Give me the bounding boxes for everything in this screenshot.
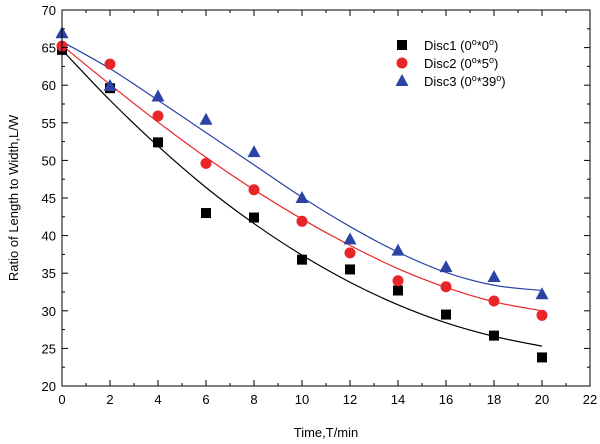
legend-label-disc1: Disc1 (0o*0o) [424, 37, 498, 53]
disc3-point [247, 145, 261, 158]
plot-frame [61, 9, 591, 387]
x-tick-label: 10 [295, 392, 309, 407]
x-tick-label: 12 [343, 392, 357, 407]
x-tick-label: 8 [250, 392, 257, 407]
disc2-point [200, 157, 212, 169]
disc1-point [249, 212, 259, 223]
y-axis-ticks: 20 25 30 35 40 45 50 55 60 65 70 [42, 3, 590, 394]
legend-marker-disc2 [396, 57, 408, 69]
disc2-point [344, 247, 356, 259]
x-tick-label: 16 [439, 392, 453, 407]
disc1-point [489, 330, 499, 341]
y-axis-title: Ratio of Length to Width,L/W [6, 114, 21, 281]
y-tick-label: 25 [42, 341, 56, 356]
legend-marker-disc1 [397, 40, 407, 50]
disc1-point [297, 254, 307, 265]
x-tick-label: 18 [487, 392, 501, 407]
legend-marker-disc3 [395, 74, 409, 86]
y-tick-label: 40 [42, 229, 56, 244]
disc2-point [248, 184, 260, 196]
x-tick-label: 2 [106, 392, 113, 407]
disc1-point [201, 208, 211, 219]
y-tick-label: 65 [42, 41, 56, 56]
disc2-point [488, 295, 500, 307]
data-points [55, 26, 549, 363]
y-tick-label: 20 [42, 379, 56, 394]
disc3-point [151, 89, 165, 102]
legend-label-disc3: Disc3 (0o*39o) [424, 73, 506, 89]
disc1-point [393, 285, 403, 296]
x-tick-label: 0 [58, 392, 65, 407]
disc2-point [440, 281, 452, 293]
x-tick-label: 14 [391, 392, 405, 407]
disc3-point [487, 269, 501, 282]
disc3-point [391, 243, 405, 256]
x-axis-title: Time,T/min [294, 425, 359, 440]
legend: Disc1 (0o*0o) Disc2 (0o*5o) Disc3 (0o*39o) [395, 37, 506, 89]
disc3-point [535, 287, 549, 300]
disc3-point [199, 112, 213, 125]
x-axis-ticks: 0 2 4 6 8 10 12 14 16 18 20 22 [58, 10, 597, 407]
disc3-point [343, 232, 357, 245]
disc2-point [392, 275, 404, 287]
x-tick-label: 4 [154, 392, 161, 407]
disc2-point [104, 58, 116, 70]
y-tick-label: 45 [42, 191, 56, 206]
y-tick-label: 70 [42, 3, 56, 18]
disc2-point [152, 110, 164, 122]
disc1-point [441, 309, 451, 320]
legend-label-disc2: Disc2 (0o*5o) [424, 55, 498, 71]
y-tick-label: 55 [42, 116, 56, 131]
x-tick-label: 20 [535, 392, 549, 407]
y-tick-label: 60 [42, 78, 56, 93]
disc3-point [103, 78, 117, 91]
disc2-point [296, 215, 308, 227]
x-tick-label: 22 [583, 392, 597, 407]
x-tick-label: 6 [202, 392, 209, 407]
disc2-point [536, 309, 548, 321]
disc1-point [345, 264, 355, 275]
disc3-point [295, 191, 309, 203]
disc1-point [153, 137, 163, 148]
y-tick-label: 30 [42, 304, 56, 319]
y-tick-label: 50 [42, 153, 56, 168]
disc1-point [537, 352, 547, 363]
axes [61, 9, 591, 387]
disc3-point [439, 260, 453, 273]
y-tick-label: 35 [42, 266, 56, 281]
